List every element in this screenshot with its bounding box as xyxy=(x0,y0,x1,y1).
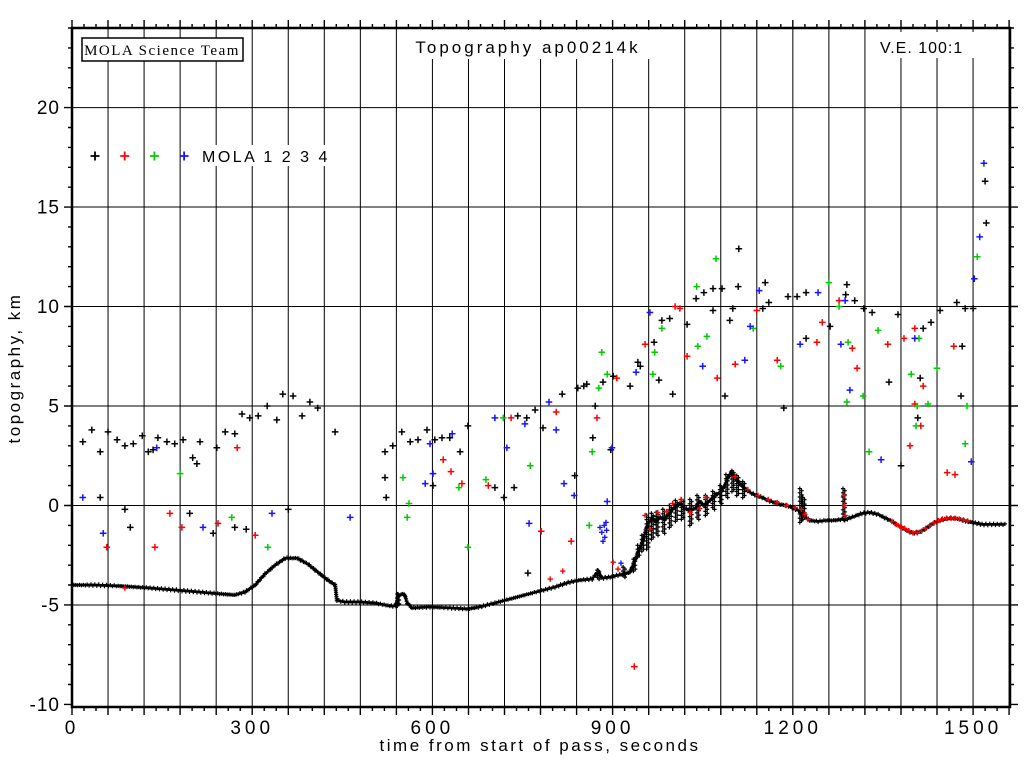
legend-marker-mola-3 xyxy=(149,151,159,161)
y-tick-label: 20 xyxy=(37,98,60,119)
noise-red-series xyxy=(103,297,959,670)
x-tick-label: 0 xyxy=(65,718,80,739)
mola4-on-track-series xyxy=(597,519,624,566)
chart-title: Topography ap00214k xyxy=(405,30,651,59)
team-box-label: MOLA Science Team xyxy=(84,43,240,59)
ve-label: V.E. 100:1 xyxy=(880,40,963,57)
vertical-exaggeration: V.E. 100:1 xyxy=(872,32,996,58)
legend-marker-mola-4 xyxy=(179,151,189,161)
team-box-frame xyxy=(81,37,244,62)
x-tick-label: 1500 xyxy=(944,718,1002,739)
y-tick-labels: 20 15 10 5 0 -5 -10 xyxy=(30,98,60,716)
x-tick-label: 1200 xyxy=(764,718,822,739)
legend-label-background xyxy=(197,145,353,166)
team-box: MOLA Science Team xyxy=(81,37,244,62)
y-axis-label: topography, km xyxy=(5,293,24,444)
legend: MOLA 1 2 3 4 xyxy=(197,145,353,166)
mola2-on-track-series xyxy=(122,473,971,591)
noise-black-series xyxy=(79,177,990,577)
y-tick-label: 5 xyxy=(48,397,60,418)
y-tick-label: -5 xyxy=(41,595,60,616)
x-tick-label: 300 xyxy=(230,718,274,739)
x-tick-label: 600 xyxy=(411,718,455,739)
legend-markers xyxy=(90,151,189,161)
ve-background xyxy=(872,32,996,58)
y-tick-label: -10 xyxy=(30,695,60,716)
axis-ticks xyxy=(64,20,1018,715)
y-tick-label: 0 xyxy=(48,496,60,517)
y-tick-label: 15 xyxy=(37,198,60,219)
legend-marker-mola-1 xyxy=(90,151,100,161)
legend-label: MOLA 1 2 3 4 xyxy=(202,149,330,166)
grid-lines xyxy=(72,28,1010,707)
title-text: Topography ap00214k xyxy=(415,38,640,57)
ground-track-series xyxy=(69,469,1007,612)
legend-marker-mola-2 xyxy=(120,151,130,161)
noise-green-series xyxy=(176,253,981,551)
plot-border xyxy=(70,26,1012,709)
ground-track-spike-clusters xyxy=(395,468,847,608)
title-background xyxy=(405,30,651,59)
x-tick-labels: 0 300 600 900 1200 1500 xyxy=(65,718,1002,739)
noise-blue-series xyxy=(79,160,988,537)
y-tick-label: 10 xyxy=(37,297,60,318)
x-tick-label: 900 xyxy=(591,718,635,739)
x-axis-label: time from start of pass, seconds xyxy=(380,736,701,755)
